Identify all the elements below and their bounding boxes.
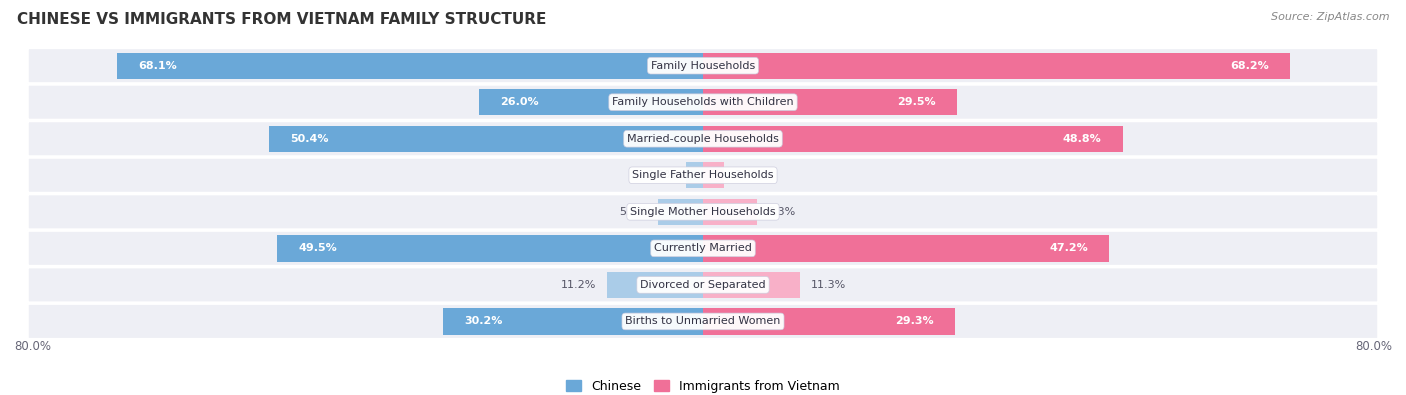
Text: 68.2%: 68.2%: [1230, 61, 1268, 71]
Text: 47.2%: 47.2%: [1049, 243, 1088, 253]
Text: 29.5%: 29.5%: [897, 97, 935, 107]
Text: 30.2%: 30.2%: [464, 316, 503, 326]
FancyBboxPatch shape: [28, 85, 1378, 120]
Bar: [443, 308, 703, 335]
Text: 26.0%: 26.0%: [501, 97, 540, 107]
Text: 5.2%: 5.2%: [620, 207, 648, 217]
Bar: [479, 89, 703, 115]
Text: Currently Married: Currently Married: [654, 243, 752, 253]
Text: 48.8%: 48.8%: [1063, 134, 1102, 144]
Bar: [703, 199, 758, 225]
Text: 68.1%: 68.1%: [138, 61, 177, 71]
Text: 11.3%: 11.3%: [811, 280, 846, 290]
FancyBboxPatch shape: [28, 121, 1378, 156]
Text: 49.5%: 49.5%: [298, 243, 337, 253]
Bar: [703, 89, 957, 115]
Text: 29.3%: 29.3%: [896, 316, 934, 326]
Text: 50.4%: 50.4%: [291, 134, 329, 144]
Text: Married-couple Households: Married-couple Households: [627, 134, 779, 144]
Text: Source: ZipAtlas.com: Source: ZipAtlas.com: [1271, 12, 1389, 22]
Text: 6.3%: 6.3%: [768, 207, 796, 217]
Text: 2.0%: 2.0%: [647, 170, 675, 180]
Bar: [686, 162, 703, 188]
Text: 80.0%: 80.0%: [1355, 340, 1392, 354]
Text: Single Father Households: Single Father Households: [633, 170, 773, 180]
Bar: [117, 53, 703, 79]
Bar: [703, 53, 1291, 79]
FancyBboxPatch shape: [28, 304, 1378, 339]
FancyBboxPatch shape: [28, 158, 1378, 193]
Bar: [606, 272, 703, 298]
Text: 80.0%: 80.0%: [14, 340, 51, 354]
Bar: [703, 162, 724, 188]
Bar: [703, 235, 1109, 261]
Bar: [703, 272, 800, 298]
Text: Family Households: Family Households: [651, 61, 755, 71]
Text: 2.4%: 2.4%: [734, 170, 762, 180]
Bar: [703, 308, 955, 335]
Text: Single Mother Households: Single Mother Households: [630, 207, 776, 217]
Text: Divorced or Separated: Divorced or Separated: [640, 280, 766, 290]
FancyBboxPatch shape: [28, 231, 1378, 266]
Text: CHINESE VS IMMIGRANTS FROM VIETNAM FAMILY STRUCTURE: CHINESE VS IMMIGRANTS FROM VIETNAM FAMIL…: [17, 12, 547, 27]
Bar: [269, 126, 703, 152]
Bar: [277, 235, 703, 261]
FancyBboxPatch shape: [28, 267, 1378, 303]
FancyBboxPatch shape: [28, 194, 1378, 229]
Bar: [658, 199, 703, 225]
Bar: [703, 126, 1123, 152]
Text: Births to Unmarried Women: Births to Unmarried Women: [626, 316, 780, 326]
Text: 11.2%: 11.2%: [561, 280, 596, 290]
Legend: Chinese, Immigrants from Vietnam: Chinese, Immigrants from Vietnam: [561, 375, 845, 395]
Text: Family Households with Children: Family Households with Children: [612, 97, 794, 107]
FancyBboxPatch shape: [28, 48, 1378, 83]
